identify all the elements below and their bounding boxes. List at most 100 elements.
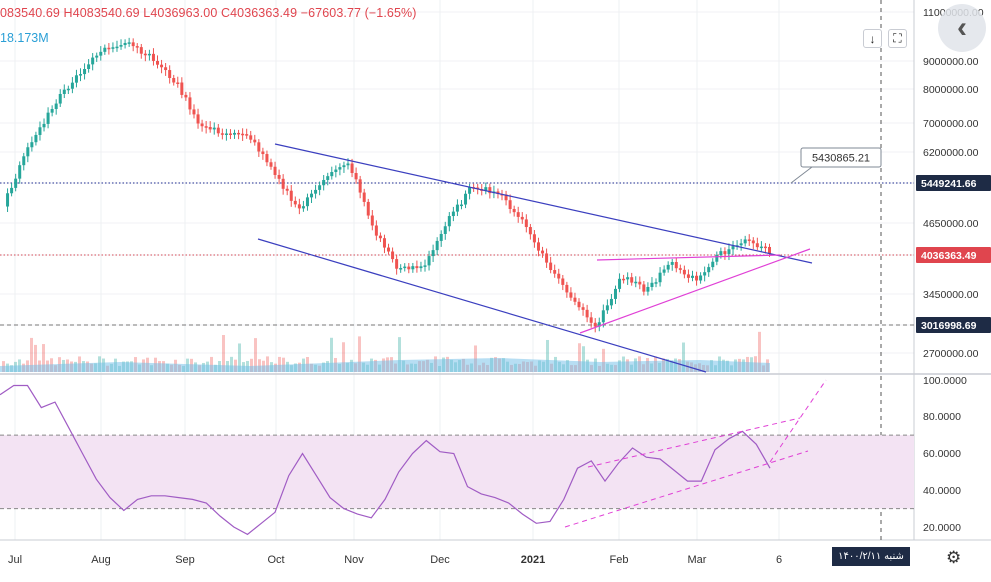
gear-icon[interactable]: ⚙ [946, 548, 962, 567]
volume-bar [210, 356, 213, 372]
candle-body [168, 70, 172, 79]
candle-body [719, 251, 723, 256]
price-tick-label: 9000000.00 [923, 56, 979, 68]
candle-body [646, 286, 650, 292]
candle-body [666, 264, 670, 270]
volume-bar [578, 343, 581, 372]
volume-bar [258, 359, 261, 372]
candle-body [763, 246, 767, 249]
back-button[interactable]: ‹ [938, 4, 986, 52]
time-tick-label: Dec [430, 554, 450, 566]
chevron-left-icon: ‹ [957, 11, 967, 44]
candle-body [354, 173, 358, 180]
rsi-tick-label: 60.0000 [923, 448, 961, 460]
price-tick-label: 8000000.00 [923, 84, 979, 96]
volume-bar [546, 339, 549, 372]
volume-bar [250, 358, 253, 372]
candle-body [670, 262, 674, 265]
candle-body [739, 243, 743, 246]
candle-body [10, 187, 14, 194]
volume-bar [238, 343, 241, 372]
callout-text: 5430865.21 [812, 153, 870, 165]
candle-body [42, 123, 46, 128]
download-button[interactable]: ↓ [863, 29, 882, 48]
candle-body [322, 179, 326, 186]
candle-body [350, 163, 354, 174]
price-label-box [916, 247, 991, 263]
candle-body [212, 127, 216, 130]
candle-body [630, 277, 634, 283]
candle-body [476, 187, 480, 190]
time-tick-label: Nov [344, 554, 364, 566]
candle-body [265, 154, 269, 163]
price-label-box [916, 175, 991, 191]
candle-body [431, 250, 435, 257]
candle-body [565, 284, 569, 293]
candle-body [573, 297, 577, 302]
candle-body [707, 267, 711, 273]
candle-body [196, 114, 200, 124]
candle-body [237, 132, 241, 135]
candle-body [699, 275, 703, 281]
candle-body [70, 82, 74, 89]
time-tick-label: Feb [610, 554, 629, 566]
candle-body [269, 162, 273, 167]
candle-body [176, 82, 180, 84]
candle-body [674, 262, 678, 269]
candle-body [233, 132, 237, 135]
candle-body [330, 172, 334, 177]
candle-body [682, 269, 686, 275]
candle-body [553, 270, 557, 274]
candle-body [650, 282, 654, 287]
candle-body [123, 42, 127, 46]
volume-bar [682, 342, 685, 372]
candle-body [597, 322, 601, 327]
candle-body [14, 178, 18, 188]
candle-body [220, 133, 224, 135]
rsi-upper-trend [587, 417, 801, 468]
candle-body [662, 269, 666, 273]
candle-body [618, 278, 622, 289]
candle-body [289, 190, 293, 201]
volume-bar [582, 346, 585, 372]
candle-body [557, 273, 561, 279]
time-tick-label: 6 [776, 554, 782, 566]
time-tick-label: Oct [267, 554, 284, 566]
candle-body [549, 262, 553, 271]
candle-body [524, 219, 528, 228]
candle-body [111, 47, 115, 49]
candle-body [419, 266, 423, 269]
trend-resistance-line [596, 254, 781, 261]
candle-body [297, 204, 301, 209]
candle-body [253, 139, 257, 143]
candle-body [131, 42, 135, 47]
candle-body [638, 281, 642, 285]
fullscreen-button[interactable]: ⛶ [888, 29, 907, 48]
candle-body [374, 225, 378, 236]
persian-date-label: شنبه ۱۴۰۰/۲/۱۱ [832, 547, 910, 566]
candle-body [79, 74, 83, 76]
candle-body [751, 240, 755, 244]
candle-body [6, 193, 10, 207]
price-label-text: 5449241.66 [921, 178, 977, 190]
volume-bar [358, 336, 361, 372]
candle-body [759, 246, 763, 249]
candle-body [326, 176, 330, 180]
candle-body [686, 274, 690, 278]
candle-body [216, 127, 220, 134]
volume-bar [758, 331, 761, 372]
candle-body [204, 126, 208, 128]
candle-body [38, 127, 42, 135]
volume-bar [278, 356, 281, 372]
candle-body [147, 53, 151, 56]
candle-body [411, 266, 415, 270]
candle-body [30, 142, 34, 148]
candle-body [180, 82, 184, 95]
price-label-text: 4036363.49 [921, 250, 977, 262]
time-tick-label: Aug [91, 554, 111, 566]
candle-body [715, 255, 719, 262]
price-tick-label: 4650000.00 [923, 218, 979, 230]
candle-body [62, 89, 66, 94]
